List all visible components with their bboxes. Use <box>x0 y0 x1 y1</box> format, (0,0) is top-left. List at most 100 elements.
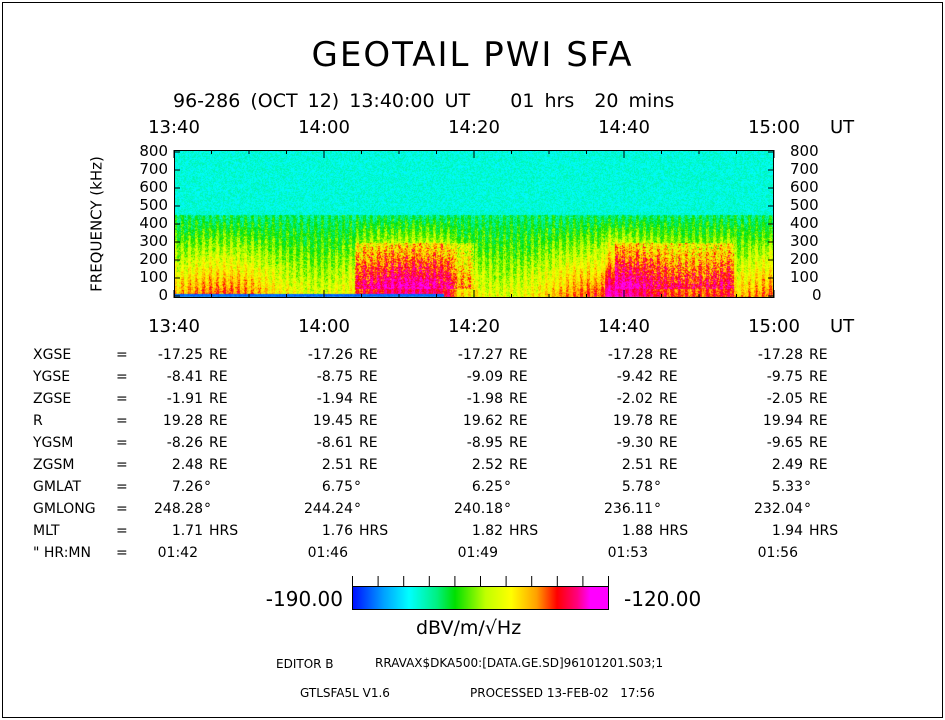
ephemeris-unit: RE <box>209 457 228 473</box>
ephemeris-unit: RE <box>659 435 678 451</box>
ephemeris-value: 19.78 <box>612 413 653 429</box>
ephemeris-unit: HRS <box>659 523 689 539</box>
ephemeris-value: 1.94 <box>771 523 803 539</box>
ephemeris-unit: RE <box>509 413 528 429</box>
ephemeris-value: 248.28 <box>154 501 203 517</box>
ephemeris-value: 01:53 <box>607 545 648 561</box>
colorbar-ticks <box>352 576 609 586</box>
data-file: RRAVAX$DKA500:[DATA.GE.SD]96101201.S03;1 <box>375 656 664 670</box>
y-axis-label: FREQUENCY (kHz) <box>87 156 106 292</box>
ephemeris-value: -2.05 <box>766 391 803 407</box>
ephemeris-value: -1.94 <box>316 391 353 407</box>
colorbar-max: -120.00 <box>624 587 702 611</box>
ephemeris-value: -8.75 <box>316 369 353 385</box>
ephemeris-unit: ° <box>804 479 811 495</box>
ephemeris-value: -9.42 <box>616 369 653 385</box>
x-tick-label: 14:00 <box>298 316 350 337</box>
ephemeris-label: YGSM <box>33 435 74 451</box>
ephemeris-unit: RE <box>209 391 228 407</box>
colorbar-min: -190.00 <box>265 587 343 611</box>
y-tick-label: 700 <box>139 160 168 178</box>
ephemeris-unit: RE <box>359 347 378 363</box>
ephemeris-value: 2.52 <box>471 457 503 473</box>
ephemeris-value: 5.78 <box>621 479 653 495</box>
ephemeris-value: -1.91 <box>166 391 203 407</box>
equals-sign: = <box>116 391 128 407</box>
equals-sign: = <box>116 413 128 429</box>
ephemeris-unit: RE <box>809 391 828 407</box>
ephemeris-unit: RE <box>659 347 678 363</box>
y-tick-label: 800 <box>139 142 168 160</box>
ephemeris-unit: RE <box>359 391 378 407</box>
ephemeris-unit: RE <box>509 369 528 385</box>
ephemeris-value: 19.45 <box>312 413 353 429</box>
y-tick-label: 0 <box>158 286 168 304</box>
ephemeris-unit: RE <box>509 347 528 363</box>
equals-sign: = <box>116 347 128 363</box>
y-tick-label: 600 <box>790 178 819 196</box>
ephemeris-label: XGSE <box>33 347 72 363</box>
ephemeris-unit: HRS <box>359 523 389 539</box>
ephemeris-value: -9.75 <box>766 369 803 385</box>
y-tick-label: 700 <box>790 160 819 178</box>
ephemeris-unit: RE <box>509 391 528 407</box>
chart-subtitle: 96-286 (OCT 12) 13:40:00 UT 01 hrs 20 mi… <box>173 90 675 112</box>
ephemeris-value: 2.51 <box>321 457 353 473</box>
ephemeris-unit: RE <box>809 347 828 363</box>
x-tick-label: 15:00 <box>748 316 800 337</box>
ephemeris-value: 01:46 <box>307 545 348 561</box>
ephemeris-value: 2.51 <box>621 457 653 473</box>
ephemeris-unit: RE <box>209 413 228 429</box>
y-tick-label: 500 <box>790 196 819 214</box>
ephemeris-value: -8.41 <box>166 369 203 385</box>
equals-sign: = <box>116 457 128 473</box>
ephemeris-value: -17.25 <box>157 347 203 363</box>
ephemeris-value: -17.28 <box>757 347 803 363</box>
equals-sign: = <box>116 369 128 385</box>
ephemeris-value: -17.27 <box>457 347 503 363</box>
ephemeris-label: YGSE <box>33 369 71 385</box>
ut-label-top: UT <box>830 117 855 138</box>
ephemeris-unit: RE <box>209 347 228 363</box>
ephemeris-unit: RE <box>359 369 378 385</box>
y-tick-label: 600 <box>139 178 168 196</box>
ephemeris-unit: RE <box>809 413 828 429</box>
ephemeris-unit: RE <box>659 413 678 429</box>
equals-sign: = <box>116 523 128 539</box>
ephemeris-unit: RE <box>509 457 528 473</box>
ephemeris-value: -8.95 <box>466 435 503 451</box>
ephemeris-unit: HRS <box>209 523 239 539</box>
ephemeris-value: -9.30 <box>616 435 653 451</box>
y-tick-label: 500 <box>139 196 168 214</box>
ephemeris-label: R <box>33 413 43 429</box>
equals-sign: = <box>116 479 128 495</box>
plot-axes <box>173 150 775 298</box>
equals-sign: = <box>116 435 128 451</box>
ephemeris-value: 19.94 <box>762 413 803 429</box>
plot-border <box>174 150 774 298</box>
x-tick-label: 14:20 <box>448 117 500 138</box>
ephemeris-value: 6.75 <box>321 479 353 495</box>
ephemeris-value: 6.25 <box>471 479 503 495</box>
y-tick-label: 400 <box>139 214 168 232</box>
editor-label: EDITOR B <box>276 657 334 671</box>
ephemeris-label: GMLAT <box>33 479 82 495</box>
colorbar <box>352 586 609 610</box>
ephemeris-unit: ° <box>654 479 661 495</box>
colorbar-unit: dBV/m/√Hz <box>416 617 522 639</box>
ephemeris-unit: RE <box>809 457 828 473</box>
ephemeris-unit: HRS <box>509 523 539 539</box>
ephemeris-unit: RE <box>809 369 828 385</box>
ephemeris-value: -1.98 <box>466 391 503 407</box>
ephemeris-value: 19.28 <box>162 413 203 429</box>
ephemeris-value: 240.18 <box>454 501 503 517</box>
ephemeris-unit: RE <box>359 413 378 429</box>
spectrogram-image <box>174 150 774 298</box>
y-tick-label: 300 <box>790 232 819 250</box>
ephemeris-unit: ° <box>204 501 211 517</box>
y-tick-label: 200 <box>790 250 819 268</box>
ephemeris-unit: ° <box>504 479 511 495</box>
chart-title: GEOTAIL PWI SFA <box>311 35 634 75</box>
ephemeris-unit: ° <box>354 479 361 495</box>
